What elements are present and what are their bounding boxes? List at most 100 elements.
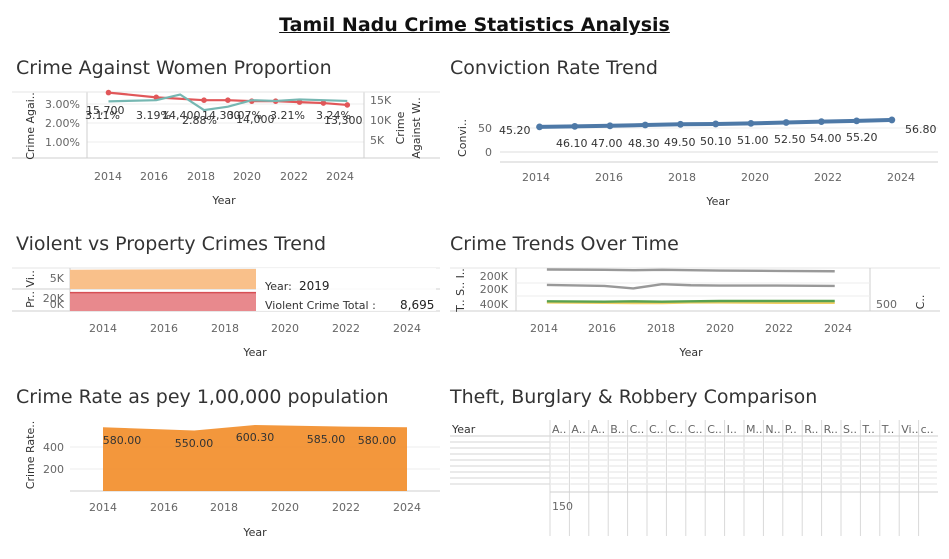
conviction-point[interactable] <box>606 122 614 130</box>
trends-side-tick: 500 <box>876 298 897 311</box>
women-point[interactable] <box>296 99 303 105</box>
women-series-1-line[interactable] <box>108 93 348 112</box>
violent-xlabel: Year <box>242 346 267 359</box>
rate-xlabel: Year <box>242 526 267 539</box>
conviction-point[interactable] <box>712 120 720 128</box>
conviction-x-tick: 2022 <box>814 171 842 184</box>
theft-column-header: C.. <box>707 423 722 436</box>
trends-x-tick: 2020 <box>706 322 734 335</box>
trends-y-tick: 400K <box>480 298 509 311</box>
women-data-label: 14,000 <box>236 113 275 126</box>
women-data-label: 3.24% <box>316 109 351 122</box>
theft-column-header: Vi.. <box>901 423 918 436</box>
conviction-y-tick: 0 <box>485 146 492 159</box>
theft-column-header: S.. <box>843 423 857 436</box>
rate-y-tick: 200 <box>43 463 64 476</box>
conviction-data-label: 56.80 <box>905 123 937 136</box>
crime-trends-chart[interactable]: T.. S.. I.. 200K 200K 400K 500 C.. 2014 … <box>450 264 940 364</box>
women-point[interactable] <box>201 97 207 103</box>
conviction-point[interactable] <box>677 120 684 128</box>
women-point[interactable] <box>225 97 231 103</box>
violent-property-chart[interactable]: Pr.. Vi.. 5K 20K 0K Year: 2019 Violent C… <box>12 264 440 364</box>
violent-x-tick: 2018 <box>211 322 239 335</box>
women-right-tick: 10K <box>370 114 392 127</box>
conviction-data-label: 54.00 <box>810 132 842 145</box>
women-x-tick: 2014 <box>94 170 122 183</box>
theft-column-header: C.. <box>688 423 703 436</box>
theft-column-header: I.. <box>727 423 737 436</box>
theft-column-header: P.. <box>785 423 797 436</box>
trends-y-tick: 200K <box>480 283 509 296</box>
women-data-label: 13,300 <box>324 114 363 127</box>
trends-xlabel: Year <box>678 346 703 359</box>
theft-column-header: A.. <box>552 423 566 436</box>
theft-column-header: C.. <box>668 423 683 436</box>
trends-y-tick: 200K <box>480 270 509 283</box>
conviction-point[interactable] <box>641 121 649 129</box>
conviction-chart-title: Conviction Rate Trend <box>450 57 658 79</box>
theft-column-header: T.. <box>861 423 874 436</box>
violent-y-tick: 20K <box>43 292 65 305</box>
trends-x-tick: 2018 <box>647 322 675 335</box>
trends-side-label: C.. <box>914 295 927 310</box>
conviction-point[interactable] <box>817 118 825 125</box>
women-x-tick: 2022 <box>280 170 308 183</box>
conviction-y-tick: 50 <box>478 122 492 135</box>
conviction-data-label: 48.30 <box>628 137 660 150</box>
women-data-label: 14,300 <box>202 109 241 122</box>
conviction-point[interactable] <box>571 122 579 130</box>
rate-x-tick: 2014 <box>89 501 117 514</box>
women-proportion-chart[interactable]: Crime Agai.. Crime Against W.. 3.00% 2.0… <box>12 88 440 213</box>
trends-series-1-line[interactable] <box>546 282 835 290</box>
trends-series-0-line[interactable] <box>546 268 835 273</box>
theft-row-rules <box>450 441 550 485</box>
women-point[interactable] <box>344 102 351 108</box>
violent-x-tick: 2016 <box>150 322 178 335</box>
conviction-point[interactable] <box>853 117 861 125</box>
theft-column-header: R.. <box>804 423 818 436</box>
women-left-ylabel: Crime Agai.. <box>24 92 37 160</box>
women-data-label: 3.11% <box>85 109 120 122</box>
conviction-point[interactable] <box>888 116 896 124</box>
rate-area[interactable] <box>103 424 407 491</box>
violent-area-top[interactable] <box>70 269 256 289</box>
women-point[interactable] <box>320 100 327 106</box>
theft-chart-title: Theft, Burglary & Robbery Comparison <box>450 386 818 408</box>
women-data-label: 14,400 <box>162 109 201 122</box>
conviction-data-label: 52.50 <box>774 133 806 146</box>
theft-bottom-label: 150 <box>552 500 573 513</box>
conviction-point[interactable] <box>782 119 790 126</box>
rate-data-label: 580.00 <box>358 434 397 447</box>
conviction-point[interactable] <box>536 123 543 131</box>
trends-series-3-line[interactable] <box>546 299 835 303</box>
rate-chart-title: Crime Rate as pey 1,00,000 population <box>16 386 389 408</box>
trends-x-tick: 2022 <box>765 322 793 335</box>
conviction-data-label: 49.50 <box>664 136 696 149</box>
trends-grid <box>450 267 940 312</box>
rate-data-label: 580.00 <box>103 434 142 447</box>
violent-ylabel: Pr.. Vi.. <box>24 270 37 308</box>
conviction-xlabel: Year <box>705 195 730 208</box>
violent-x-tick: 2022 <box>332 322 360 335</box>
theft-column-header: T.. <box>881 423 894 436</box>
tooltip-year-value: 2019 <box>299 279 330 293</box>
crime-rate-chart[interactable]: Crime Rate.. 400 200 580.00 550.00 600.3… <box>12 414 440 544</box>
trends-x-tick: 2016 <box>588 322 616 335</box>
theft-column-header: C.. <box>649 423 664 436</box>
tooltip-vc-label: Violent Crime Total : <box>265 299 376 312</box>
trends-ylabel: T.. S.. I.. <box>454 268 467 313</box>
conviction-data-label: 50.10 <box>700 135 732 148</box>
women-data-label: 15,700 <box>86 104 125 117</box>
conviction-data-label: 51.00 <box>737 134 769 147</box>
women-right-ylabel-2: Against W.. <box>410 97 423 158</box>
women-point[interactable] <box>105 89 112 96</box>
theft-comparison-table[interactable]: Year A.. A.. A.. B.. C.. C.. C.. C.. C.. I.. M.. N.… <box>450 418 940 548</box>
theft-row-header: Year <box>451 423 476 436</box>
violent-area-bottom[interactable] <box>70 292 256 311</box>
conviction-rate-chart[interactable]: Convi.. 50 0 45.20 46.10 47.00 48.30 49.… <box>450 110 940 210</box>
rate-ylabel: Crime Rate.. <box>24 421 37 489</box>
rate-y-tick: 400 <box>43 441 64 454</box>
dashboard-title: Tamil Nadu Crime Statistics Analysis <box>279 14 670 36</box>
conviction-point[interactable] <box>747 120 755 127</box>
women-x-tick: 2020 <box>233 170 261 183</box>
